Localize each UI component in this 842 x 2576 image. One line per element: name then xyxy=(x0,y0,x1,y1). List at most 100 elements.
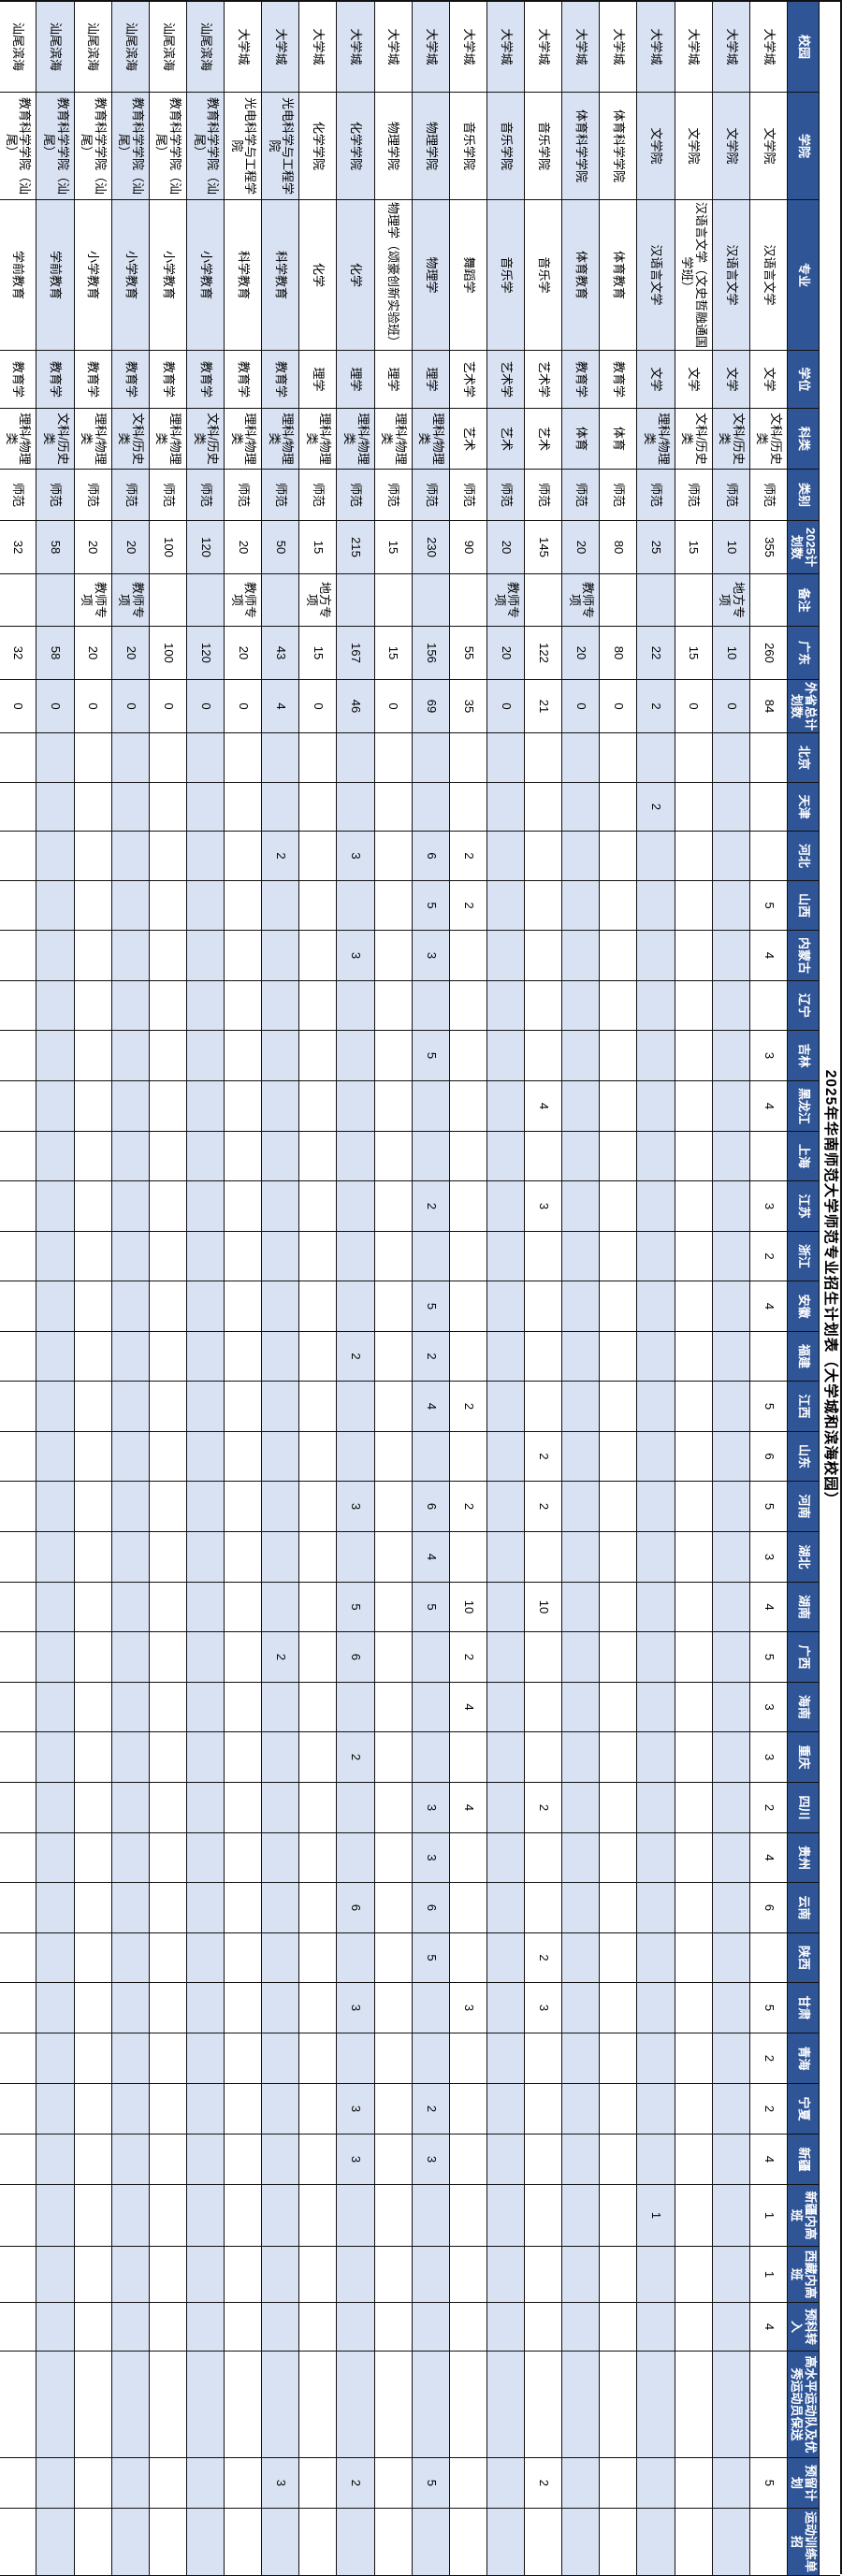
cell-r10-c33: 3 xyxy=(411,1833,449,1883)
cell-r15-c23 xyxy=(224,1332,262,1382)
col-header-17: 吉林 xyxy=(787,1031,819,1081)
cell-r10-c40 xyxy=(411,2185,449,2247)
cell-r20-c1: 汕尾滨海 xyxy=(36,2,74,93)
cell-r21-c43 xyxy=(0,2352,36,2458)
cell-r9-c18 xyxy=(448,1081,486,1132)
cell-r18-c25 xyxy=(110,1432,149,1482)
cell-r12-c17 xyxy=(336,1031,374,1081)
cell-r1-c16 xyxy=(748,981,787,1031)
cell-r8-c30 xyxy=(486,1683,525,1732)
cell-r17-c30 xyxy=(148,1683,186,1732)
cell-r21-c16 xyxy=(0,981,36,1031)
cell-r7-c33 xyxy=(524,1833,562,1883)
cell-r4-c19 xyxy=(636,1132,675,1181)
cell-r20-c11 xyxy=(36,733,74,783)
cell-r9-c7: 90 xyxy=(448,521,486,574)
cell-r2-c28 xyxy=(711,1583,749,1632)
cell-r9-c9: 55 xyxy=(448,627,486,680)
cell-r3-c24 xyxy=(674,1382,712,1432)
cell-r11-c15 xyxy=(373,931,412,981)
cell-r2-c3: 汉语言文学 xyxy=(711,200,749,351)
cell-r2-c20 xyxy=(711,1181,749,1232)
cell-r11-c17 xyxy=(373,1031,412,1081)
cell-r8-c21 xyxy=(486,1232,525,1281)
cell-r2-c32 xyxy=(711,1783,749,1833)
cell-r13-c41 xyxy=(298,2247,337,2303)
cell-r15-c6: 师范 xyxy=(224,470,262,521)
cell-r2-c7: 10 xyxy=(711,521,749,574)
cell-r21-c8 xyxy=(0,574,36,627)
cell-r9-c41 xyxy=(448,2247,486,2303)
cell-r10-c27: 4 xyxy=(411,1532,449,1583)
cell-r5-c25 xyxy=(599,1432,637,1482)
cell-r13-c20 xyxy=(298,1181,337,1232)
cell-r11-c16 xyxy=(373,981,412,1031)
cell-r2-c5: 文科/历史类 xyxy=(711,409,749,470)
cell-r17-c39 xyxy=(148,2135,186,2185)
cell-r3-c39 xyxy=(674,2135,712,2185)
cell-r12-c25 xyxy=(336,1432,374,1482)
cell-r9-c13: 2 xyxy=(448,832,486,881)
cell-r11-c34 xyxy=(373,1883,412,1933)
cell-r21-c35 xyxy=(0,1933,36,1983)
cell-r13-c29 xyxy=(298,1632,337,1683)
cell-r18-c5: 文科/历史类 xyxy=(110,409,149,470)
cell-r2-c45 xyxy=(711,2509,749,2576)
cell-r16-c10: 0 xyxy=(186,680,225,733)
col-header-45: 运动训练单招 xyxy=(787,2509,819,2576)
cell-r15-c41 xyxy=(224,2247,262,2303)
cell-r15-c43 xyxy=(224,2352,262,2458)
cell-r17-c33 xyxy=(148,1833,186,1883)
cell-r6-c27 xyxy=(561,1532,600,1583)
cell-r7-c40 xyxy=(524,2185,562,2247)
cell-r6-c28 xyxy=(561,1583,600,1632)
cell-r16-c44 xyxy=(186,2458,225,2509)
cell-r20-c40 xyxy=(36,2185,74,2247)
cell-r9-c11 xyxy=(448,733,486,783)
cell-r14-c42 xyxy=(261,2303,299,2352)
cell-r10-c12 xyxy=(411,783,449,832)
cell-r13-c25 xyxy=(298,1432,337,1482)
cell-r18-c36 xyxy=(110,1983,149,2033)
cell-r1-c10: 84 xyxy=(748,680,787,733)
cell-r19-c41 xyxy=(73,2247,111,2303)
cell-r18-c35 xyxy=(110,1933,149,1983)
cell-r20-c41 xyxy=(36,2247,74,2303)
cell-r19-c4: 教育学 xyxy=(73,351,111,409)
cell-r13-c2: 化学学院 xyxy=(298,93,337,200)
cell-r4-c39 xyxy=(636,2135,675,2185)
cell-r1-c6: 师范 xyxy=(748,470,787,521)
cell-r19-c39 xyxy=(73,2135,111,2185)
cell-r19-c6: 师范 xyxy=(73,470,111,521)
cell-r2-c30 xyxy=(711,1683,749,1732)
cell-r11-c28 xyxy=(373,1583,412,1632)
cell-r5-c12 xyxy=(599,783,637,832)
cell-r8-c2: 音乐学院 xyxy=(486,93,525,200)
cell-r2-c16 xyxy=(711,981,749,1031)
cell-r14-c23 xyxy=(261,1332,299,1382)
cell-r20-c28 xyxy=(36,1583,74,1632)
cell-r15-c38 xyxy=(224,2084,262,2135)
cell-r2-c15 xyxy=(711,931,749,981)
cell-r21-c10: 0 xyxy=(0,680,36,733)
cell-r14-c36 xyxy=(261,1983,299,2033)
cell-r16-c31 xyxy=(186,1732,225,1783)
cell-r17-c27 xyxy=(148,1532,186,1583)
cell-r3-c25 xyxy=(674,1432,712,1482)
cell-r15-c42 xyxy=(224,2303,262,2352)
cell-r21-c38 xyxy=(0,2084,36,2135)
col-header-24: 江西 xyxy=(787,1382,819,1432)
cell-r14-c10: 4 xyxy=(261,680,299,733)
cell-r7-c23 xyxy=(524,1332,562,1382)
cell-r2-c6: 师范 xyxy=(711,470,749,521)
cell-r12-c36: 3 xyxy=(336,1983,374,2033)
cell-r18-c7: 20 xyxy=(110,521,149,574)
cell-r6-c15 xyxy=(561,931,600,981)
cell-r10-c8 xyxy=(411,574,449,627)
cell-r14-c9: 43 xyxy=(261,627,299,680)
cell-r18-c26 xyxy=(110,1482,149,1532)
cell-r3-c35 xyxy=(674,1933,712,1983)
cell-r4-c10: 2 xyxy=(636,680,675,733)
cell-r12-c44: 2 xyxy=(336,2458,374,2509)
cell-r11-c30 xyxy=(373,1683,412,1732)
